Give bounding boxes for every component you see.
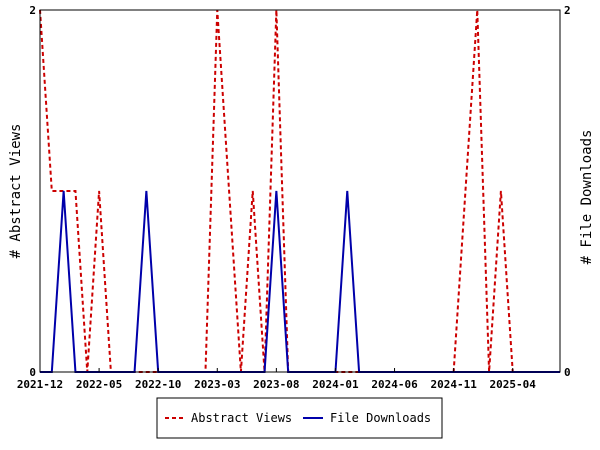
x-tick-label-2023-03: 2023-03 [194, 378, 240, 391]
x-tick-label-2025-04: 2025-04 [490, 378, 537, 391]
legend-label-abstract-views: Abstract Views [191, 411, 292, 425]
x-axis-ticks [39, 368, 514, 372]
y-axis-right-title: # File Downloads [579, 130, 595, 265]
y-axis-left-title: # Abstract Views [8, 124, 24, 259]
series-line-file-downloads [40, 190, 560, 373]
x-tick-label-2024-06: 2024-06 [371, 378, 418, 391]
y-right-tick-bottom: 0 [564, 366, 571, 379]
x-tick-label-2022-05: 2022-05 [76, 378, 122, 391]
legend-box [156, 397, 443, 439]
x-tick-label-2021-12: 2021-12 [17, 378, 63, 391]
y-left-tick-top: 2 [29, 4, 36, 17]
legend: Abstract Views File Downloads [156, 397, 443, 439]
legend-label-file-downloads: File Downloads [330, 411, 431, 425]
x-tick-label-2024-11: 2024-11 [430, 378, 477, 391]
x-axis-tick-labels: 2021-12 2022-05 2022-10 2023-03 2023-08 2024-… [17, 378, 536, 391]
plot-frame [39, 9, 561, 373]
y-right-tick-top: 2 [564, 4, 571, 17]
x-tick-label-2022-10: 2022-10 [135, 378, 181, 391]
x-tick-label-2023-08: 2023-08 [253, 378, 299, 391]
y-left-tick-bottom: 0 [29, 366, 36, 379]
series-line-abstract-views [39, 9, 560, 373]
x-tick-label-2024-01: 2024-01 [312, 378, 359, 391]
plot-lines [39, 9, 560, 373]
